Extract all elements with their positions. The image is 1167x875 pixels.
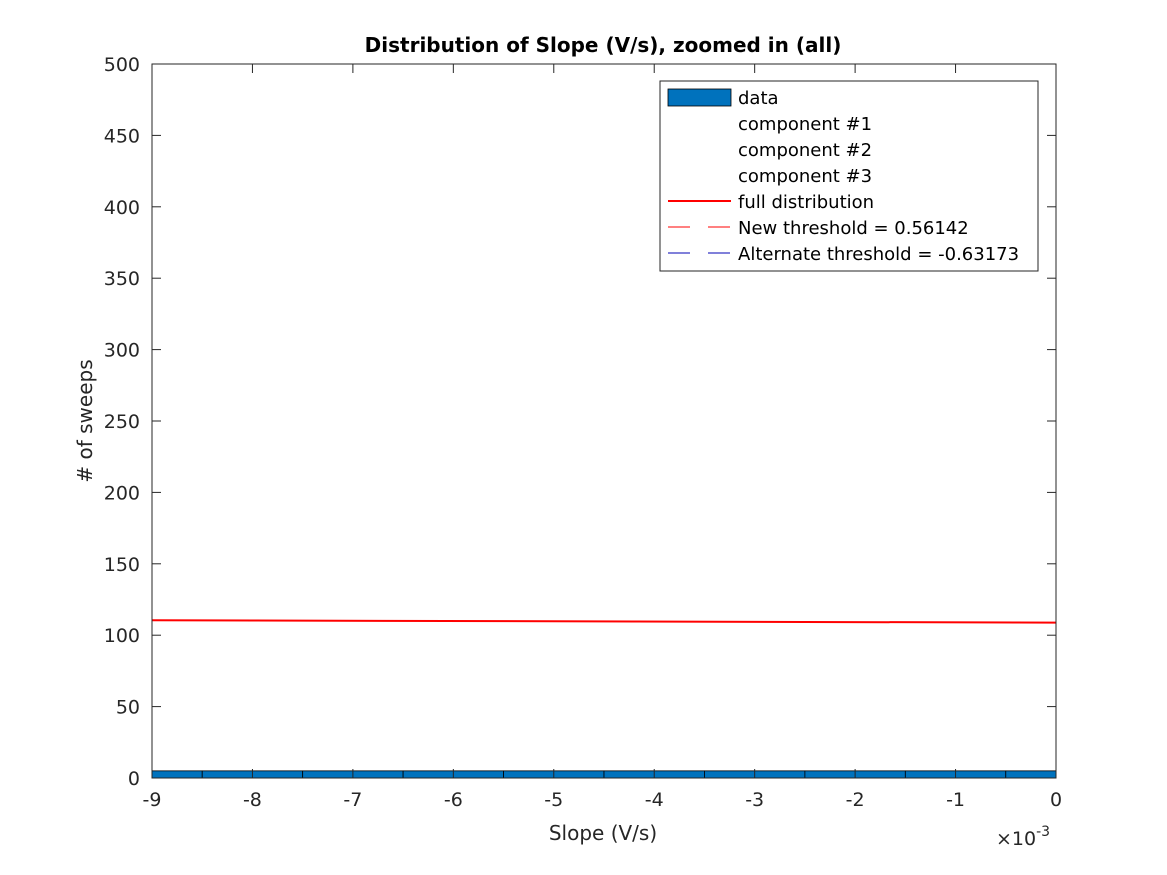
x-tick-label: -2: [846, 789, 865, 811]
data-bar: [151, 770, 203, 779]
x-tick-label: -5: [544, 789, 563, 811]
x-exponent: ×10-3: [996, 824, 1050, 850]
y-tick-label: 100: [104, 625, 140, 647]
series-line-full-distribution: [151, 619, 1057, 624]
legend-entry-label: component #1: [738, 114, 872, 135]
x-tick-label: -8: [243, 789, 262, 811]
x-tick-label: -4: [645, 789, 664, 811]
y-tick-label: 450: [104, 125, 140, 147]
y-tick-label: 200: [104, 482, 140, 504]
y-axis-label: # of sweeps: [73, 359, 97, 482]
svg-text:×10-3: ×10-3: [996, 824, 1050, 850]
legend-swatch-data: [667, 88, 732, 107]
x-tick-label: -1: [946, 789, 965, 811]
legend-entry-label: data: [738, 88, 779, 109]
x-tick-label: -7: [343, 789, 362, 811]
legend-entry-label: component #3: [738, 166, 872, 187]
legend-entry-label: full distribution: [738, 192, 874, 213]
x-axis-label: Slope (V/s): [549, 821, 657, 845]
chart-title: Distribution of Slope (V/s), zoomed in (…: [365, 33, 842, 57]
x-exponent-power: -3: [1036, 824, 1050, 840]
legend-entry-label: New threshold = 0.56142: [738, 218, 969, 239]
axes: -9 -8 -7 -6 -5 -4 -3 -2 -1 0 0 50 100 150 200 250 300 350…: [104, 54, 1062, 811]
y-tick-label: 50: [116, 697, 140, 719]
legend-entry-label: component #2: [738, 140, 872, 161]
y-tick-label: 250: [104, 411, 140, 433]
x-exponent-base: ×10: [996, 828, 1036, 850]
legend: data component #1 component #2 component #3…: [659, 80, 1039, 272]
y-tick-label: 400: [104, 197, 140, 219]
data-bar: [1005, 770, 1057, 779]
y-tick-label: 500: [104, 54, 140, 76]
x-tick-label: -3: [745, 789, 764, 811]
y-tick-label: 300: [104, 340, 140, 362]
x-tick-label: -9: [143, 789, 162, 811]
legend-entry-label: Alternate threshold = -0.63173: [738, 244, 1019, 265]
x-tick-label: -6: [444, 789, 463, 811]
y-tick-label: 150: [104, 554, 140, 576]
x-tick-label: 0: [1050, 789, 1062, 811]
y-tick-label: 350: [104, 268, 140, 290]
y-tick-label: 0: [128, 768, 140, 790]
